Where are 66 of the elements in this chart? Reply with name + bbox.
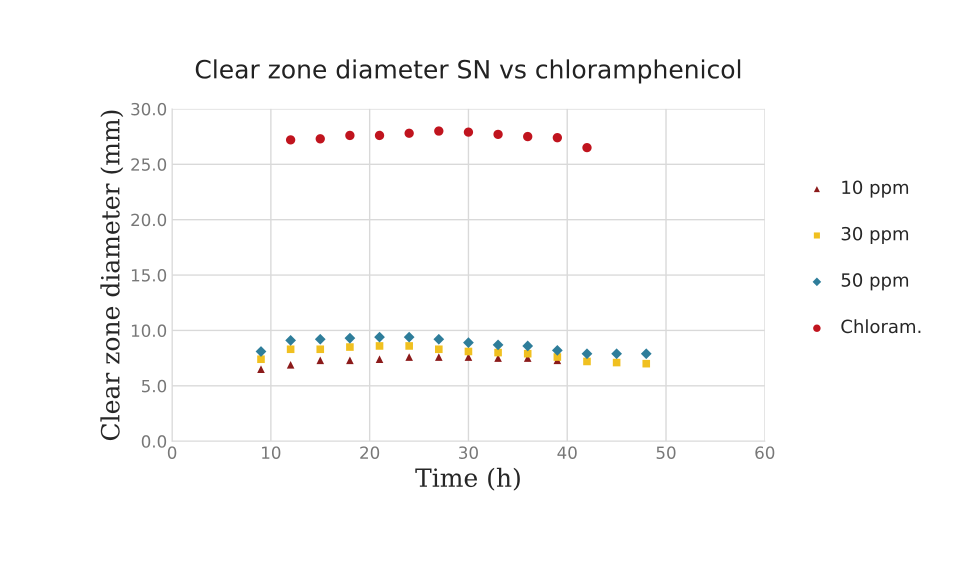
legend-label: Chloram.: [841, 319, 920, 334]
point: [494, 348, 502, 356]
point: [552, 133, 562, 142]
x-tick-label: 0: [168, 446, 176, 459]
point: [346, 343, 354, 351]
point: [346, 356, 354, 364]
x-tick-label: 50: [656, 446, 676, 459]
point: [523, 132, 532, 142]
point: [257, 355, 265, 364]
point: [492, 339, 504, 350]
point: [374, 130, 384, 140]
y-tick-label: 30.0: [131, 102, 166, 116]
point: [464, 127, 474, 137]
point: [344, 332, 356, 344]
point: [433, 334, 444, 345]
point: [435, 345, 443, 354]
point: [611, 348, 622, 360]
point: [404, 332, 415, 342]
y-tick-label: 15.0: [132, 269, 166, 282]
point: [316, 345, 324, 354]
y-tick-label: 0.0: [142, 435, 166, 448]
x-tick-label: 60: [755, 446, 774, 459]
point: [316, 134, 325, 144]
y-tick-label: 20.0: [131, 214, 166, 226]
x-tick-label: 30: [459, 446, 478, 459]
point: [316, 356, 324, 364]
point: [404, 128, 414, 138]
point: [376, 355, 384, 364]
point: [345, 130, 355, 140]
point: [552, 344, 563, 356]
y-tick-label: 10.0: [132, 324, 166, 337]
point: [314, 334, 326, 345]
point: [642, 360, 650, 368]
x-tick-label: 20: [360, 446, 380, 459]
point: [522, 340, 534, 352]
point: [434, 126, 444, 136]
point: [405, 353, 413, 361]
point: [376, 342, 384, 350]
point: [285, 335, 296, 346]
point: [582, 142, 592, 152]
point: [464, 348, 472, 356]
y-axis-title: Clear zone diameter (mm): [100, 110, 124, 440]
point: [435, 353, 443, 361]
point: [286, 135, 296, 145]
point: [583, 358, 591, 366]
chart-title: Clear zone diameter SN vs chloramphenicol: [196, 59, 740, 84]
point: [524, 350, 532, 358]
legend-label: 10 ppm: [842, 180, 908, 198]
point: [612, 358, 620, 366]
x-axis-title: Time (h): [415, 468, 520, 491]
point: [405, 342, 413, 350]
point: [257, 365, 265, 374]
point: [286, 345, 294, 354]
legend-label: 50 ppm: [842, 273, 908, 290]
point: [286, 360, 294, 369]
point: [374, 332, 385, 342]
point: [256, 346, 266, 357]
x-tick-label: 10: [262, 446, 280, 459]
point: [582, 348, 592, 360]
y-tick-label: 5.0: [142, 380, 166, 392]
legend-label: 30 ppm: [842, 226, 908, 244]
point: [640, 348, 652, 360]
point: [493, 130, 503, 140]
y-tick-label: 25.0: [131, 158, 166, 171]
point: [463, 337, 474, 348]
x-tick-label: 40: [557, 446, 577, 459]
